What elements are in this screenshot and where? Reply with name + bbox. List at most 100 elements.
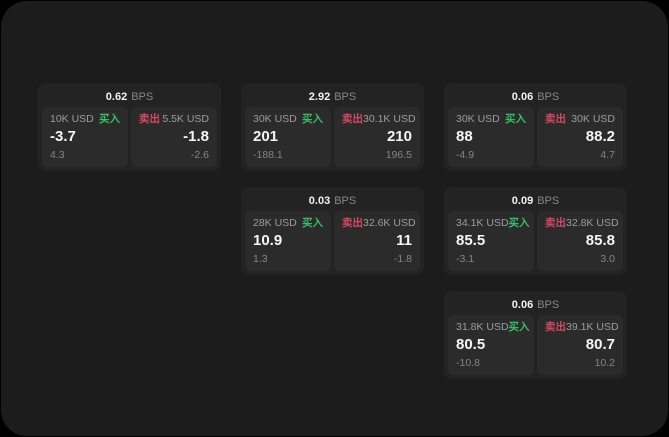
sell-price: 11 bbox=[396, 232, 412, 249]
card-header: 0.03 BPS bbox=[245, 191, 420, 211]
quote-panels: 30K USD 买入 88 -4.9 卖出 30K USD 88.2 4.7 bbox=[448, 107, 623, 167]
buy-panel[interactable]: 10K USD 买入 -3.7 4.3 bbox=[42, 107, 128, 167]
bps-value: 0.09 bbox=[511, 195, 534, 207]
card-header: 0.06 BPS bbox=[448, 87, 623, 107]
sell-side-label: 卖出 bbox=[342, 217, 363, 229]
buy-delta: -3.1 bbox=[456, 253, 475, 265]
buy-price: 88 bbox=[456, 128, 473, 145]
sell-size: 39.1K USD bbox=[566, 321, 619, 333]
sell-size: 30K USD bbox=[571, 113, 615, 125]
bps-unit-label: BPS bbox=[334, 195, 357, 207]
bps-unit-label: BPS bbox=[537, 299, 560, 311]
buy-panel[interactable]: 30K USD 买入 88 -4.9 bbox=[448, 107, 534, 167]
sell-delta: -2.6 bbox=[190, 149, 209, 161]
bps-value: 2.92 bbox=[308, 91, 331, 103]
sell-panel[interactable]: 卖出 32.6K USD 11 -1.8 bbox=[334, 211, 420, 271]
sell-panel[interactable]: 卖出 30K USD 88.2 4.7 bbox=[537, 107, 623, 167]
buy-delta: -4.9 bbox=[456, 149, 475, 161]
buy-panel-top: 34.1K USD 买入 bbox=[456, 217, 530, 229]
quote-card[interactable]: 0.09 BPS 34.1K USD 买入 85.5 -3.1 卖出 32.8K… bbox=[444, 187, 627, 275]
card-header: 2.92 BPS bbox=[245, 87, 420, 107]
buy-price: 201 bbox=[253, 128, 279, 145]
sell-panel[interactable]: 卖出 5.5K USD -1.8 -2.6 bbox=[131, 107, 217, 167]
sell-panel-top: 卖出 32.6K USD bbox=[342, 217, 416, 229]
sell-size: 32.8K USD bbox=[566, 217, 619, 229]
buy-side-label: 买入 bbox=[99, 113, 120, 125]
card-header: 0.62 BPS bbox=[42, 87, 217, 107]
bps-value: 0.06 bbox=[511, 299, 534, 311]
sell-panel-top: 卖出 32.8K USD bbox=[545, 217, 619, 229]
sell-panel-top: 卖出 5.5K USD bbox=[139, 113, 209, 125]
sell-side-label: 卖出 bbox=[545, 113, 566, 125]
card-header: 0.09 BPS bbox=[448, 191, 623, 211]
buy-side-label: 买入 bbox=[302, 113, 323, 125]
bps-unit-label: BPS bbox=[131, 91, 154, 103]
buy-delta: -10.8 bbox=[456, 357, 480, 369]
bps-value: 0.03 bbox=[308, 195, 331, 207]
buy-panel-top: 31.8K USD 买入 bbox=[456, 321, 530, 333]
buy-price: -3.7 bbox=[50, 128, 76, 145]
sell-panel[interactable]: 卖出 39.1K USD 80.7 10.2 bbox=[537, 315, 623, 375]
buy-panel[interactable]: 28K USD 买入 10.9 1.3 bbox=[245, 211, 331, 271]
buy-panel-top: 30K USD 买入 bbox=[456, 113, 526, 125]
quote-panels: 10K USD 买入 -3.7 4.3 卖出 5.5K USD -1.8 -2.… bbox=[42, 107, 217, 167]
buy-size: 34.1K USD bbox=[456, 217, 509, 229]
bps-unit-label: BPS bbox=[537, 195, 560, 207]
buy-delta: -188.1 bbox=[253, 149, 283, 161]
bps-value: 0.06 bbox=[511, 91, 534, 103]
quote-panels: 30K USD 买入 201 -188.1 卖出 30.1K USD 210 1… bbox=[245, 107, 420, 167]
buy-panel-top: 28K USD 买入 bbox=[253, 217, 323, 229]
quote-card[interactable]: 2.92 BPS 30K USD 买入 201 -188.1 卖出 30.1K … bbox=[241, 83, 424, 171]
buy-side-label: 买入 bbox=[508, 321, 530, 333]
buy-size: 10K USD bbox=[50, 113, 94, 125]
buy-panel[interactable]: 31.8K USD 买入 80.5 -10.8 bbox=[448, 315, 534, 375]
sell-delta: -1.8 bbox=[393, 253, 412, 265]
sell-delta: 10.2 bbox=[594, 357, 615, 369]
buy-price: 80.5 bbox=[456, 336, 486, 353]
sell-side-label: 卖出 bbox=[342, 113, 363, 125]
buy-price: 10.9 bbox=[253, 232, 283, 249]
buy-side-label: 买入 bbox=[302, 217, 323, 229]
sell-panel[interactable]: 卖出 30.1K USD 210 196.5 bbox=[334, 107, 420, 167]
buy-panel[interactable]: 30K USD 买入 201 -188.1 bbox=[245, 107, 331, 167]
quote-card[interactable]: 0.06 BPS 31.8K USD 买入 80.5 -10.8 卖出 39.1… bbox=[444, 291, 627, 379]
sell-size: 32.6K USD bbox=[363, 217, 416, 229]
quote-card[interactable]: 0.62 BPS 10K USD 买入 -3.7 4.3 卖出 5.5K USD… bbox=[38, 83, 221, 171]
sell-price: 210 bbox=[386, 128, 412, 145]
sell-delta: 196.5 bbox=[385, 149, 412, 161]
sell-panel-top: 卖出 30K USD bbox=[545, 113, 615, 125]
sell-size: 30.1K USD bbox=[363, 113, 416, 125]
buy-panel-top: 10K USD 买入 bbox=[50, 113, 120, 125]
quote-card[interactable]: 0.06 BPS 30K USD 买入 88 -4.9 卖出 30K USD 8… bbox=[444, 83, 627, 171]
sell-panel-top: 卖出 30.1K USD bbox=[342, 113, 416, 125]
quote-panels: 34.1K USD 买入 85.5 -3.1 卖出 32.8K USD 85.8… bbox=[448, 211, 623, 271]
buy-price: 85.5 bbox=[456, 232, 486, 249]
buy-panel-top: 30K USD 买入 bbox=[253, 113, 323, 125]
buy-size: 30K USD bbox=[253, 113, 297, 125]
sell-side-label: 卖出 bbox=[545, 321, 566, 333]
bps-unit-label: BPS bbox=[537, 91, 560, 103]
buy-side-label: 买入 bbox=[505, 113, 526, 125]
quote-card[interactable]: 0.03 BPS 28K USD 买入 10.9 1.3 卖出 32.6K US… bbox=[241, 187, 424, 275]
buy-delta: 4.3 bbox=[50, 149, 65, 161]
bps-unit-label: BPS bbox=[334, 91, 357, 103]
sell-size: 5.5K USD bbox=[162, 113, 209, 125]
buy-side-label: 买入 bbox=[508, 217, 530, 229]
buy-size: 31.8K USD bbox=[456, 321, 509, 333]
bps-value: 0.62 bbox=[105, 91, 128, 103]
quote-panels: 28K USD 买入 10.9 1.3 卖出 32.6K USD 11 -1.8 bbox=[245, 211, 420, 271]
sell-side-label: 卖出 bbox=[545, 217, 566, 229]
sell-panel-top: 卖出 39.1K USD bbox=[545, 321, 619, 333]
sell-delta: 3.0 bbox=[600, 253, 615, 265]
quote-panels: 31.8K USD 买入 80.5 -10.8 卖出 39.1K USD 80.… bbox=[448, 315, 623, 375]
buy-size: 28K USD bbox=[253, 217, 297, 229]
sell-price: 88.2 bbox=[585, 128, 615, 145]
sell-side-label: 卖出 bbox=[139, 113, 160, 125]
buy-delta: 1.3 bbox=[253, 253, 268, 265]
buy-panel[interactable]: 34.1K USD 买入 85.5 -3.1 bbox=[448, 211, 534, 271]
sell-panel[interactable]: 卖出 32.8K USD 85.8 3.0 bbox=[537, 211, 623, 271]
card-header: 0.06 BPS bbox=[448, 295, 623, 315]
sell-price: -1.8 bbox=[183, 128, 209, 145]
sell-price: 80.7 bbox=[585, 336, 615, 353]
